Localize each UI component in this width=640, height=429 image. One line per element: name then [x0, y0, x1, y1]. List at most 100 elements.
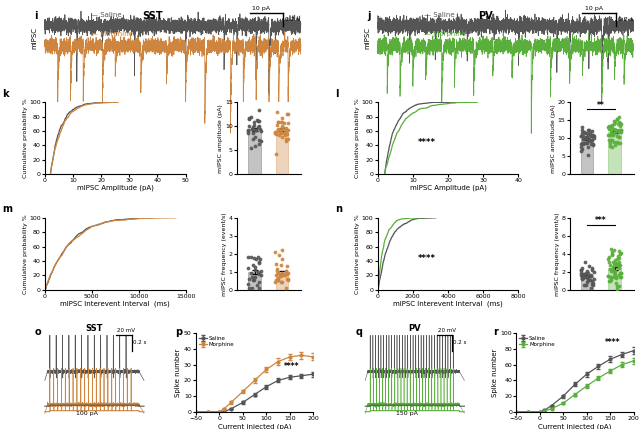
Point: [612, 255, 623, 262]
Point: [581, 134, 591, 141]
Point: [583, 272, 593, 279]
Point: [616, 126, 626, 133]
Point: [249, 254, 259, 261]
Point: [243, 127, 253, 133]
Point: [282, 136, 292, 142]
Bar: [609, 268, 621, 290]
Point: [608, 130, 618, 137]
Point: [589, 132, 599, 139]
X-axis label: mIPSC Amplitude (pA): mIPSC Amplitude (pA): [410, 185, 486, 191]
Legend: Saline, Morphine: Saline, Morphine: [519, 336, 555, 347]
Point: [577, 274, 587, 281]
Point: [608, 266, 618, 273]
Bar: [276, 129, 288, 174]
Point: [256, 137, 266, 144]
Point: [276, 130, 287, 137]
Point: [282, 130, 292, 137]
Point: [277, 134, 287, 141]
Point: [607, 259, 618, 266]
Title: SST: SST: [86, 323, 103, 332]
Point: [583, 276, 593, 283]
Point: [586, 127, 596, 134]
Point: [587, 136, 597, 143]
Point: [604, 126, 614, 133]
Point: [272, 267, 282, 274]
Point: [611, 279, 621, 286]
Point: [282, 276, 292, 283]
Point: [614, 262, 624, 269]
Text: 0.2 s: 0.2 s: [618, 17, 634, 22]
Point: [587, 277, 597, 284]
Point: [246, 273, 257, 280]
Text: — Morphine: — Morphine: [91, 31, 133, 37]
Point: [614, 114, 624, 121]
Text: **: **: [597, 100, 605, 109]
Y-axis label: Cumulative probability %: Cumulative probability %: [22, 98, 28, 178]
Point: [253, 259, 264, 266]
Point: [253, 122, 264, 129]
Point: [614, 254, 624, 261]
Point: [604, 123, 614, 130]
Text: 0.2 s: 0.2 s: [285, 17, 301, 22]
Point: [280, 131, 290, 138]
Point: [576, 270, 586, 277]
Point: [244, 284, 254, 291]
Point: [577, 139, 588, 146]
Point: [612, 115, 623, 122]
Point: [577, 127, 587, 133]
Point: [273, 275, 284, 281]
Point: [605, 137, 616, 144]
Bar: [609, 132, 621, 174]
Point: [586, 133, 596, 140]
Point: [611, 274, 621, 281]
Point: [609, 121, 619, 128]
Point: [250, 266, 260, 273]
Point: [283, 119, 293, 126]
Point: [605, 139, 615, 146]
Point: [582, 267, 593, 274]
Point: [606, 273, 616, 280]
Point: [579, 141, 589, 148]
Point: [271, 261, 281, 268]
Text: 20 mV: 20 mV: [117, 328, 135, 333]
Bar: [581, 276, 593, 290]
Point: [281, 136, 291, 143]
Point: [616, 250, 626, 257]
Point: [611, 128, 621, 135]
Point: [276, 126, 286, 133]
Point: [605, 266, 615, 273]
Text: 100 pA: 100 pA: [76, 411, 97, 416]
Point: [612, 260, 623, 267]
X-axis label: mIPSC Interevent Interval  (ms): mIPSC Interevent Interval (ms): [60, 300, 170, 307]
Point: [579, 136, 589, 142]
Point: [604, 258, 614, 265]
Point: [275, 127, 285, 134]
Point: [587, 266, 597, 273]
Point: [612, 116, 622, 123]
Point: [614, 119, 624, 126]
Point: [250, 134, 260, 141]
Point: [603, 273, 613, 280]
Point: [577, 146, 587, 153]
Point: [606, 122, 616, 129]
Point: [607, 252, 617, 259]
Point: [273, 270, 283, 277]
Point: [610, 268, 620, 275]
Point: [244, 115, 254, 122]
Point: [579, 129, 589, 136]
Point: [586, 137, 596, 144]
Point: [576, 133, 586, 140]
Point: [273, 118, 283, 125]
Point: [615, 251, 625, 257]
Point: [273, 252, 284, 259]
Point: [612, 121, 623, 128]
Point: [576, 140, 586, 147]
Point: [615, 139, 625, 146]
Point: [579, 130, 589, 136]
Point: [277, 255, 287, 262]
Point: [255, 256, 266, 263]
Point: [582, 126, 593, 133]
Point: [582, 139, 593, 146]
Point: [273, 277, 283, 284]
Text: ***: ***: [595, 216, 607, 225]
